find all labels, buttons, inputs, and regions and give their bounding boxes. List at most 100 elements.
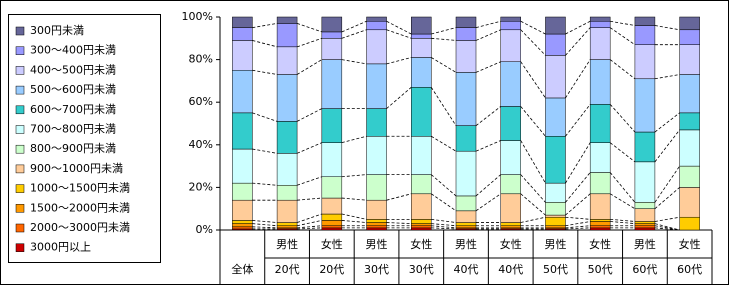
bar-segment	[276, 121, 298, 154]
bar-segment	[366, 227, 387, 231]
connector-line	[252, 223, 278, 227]
connector-line	[386, 86, 412, 109]
bar-segment	[276, 185, 298, 201]
connector-line	[431, 227, 457, 230]
bar-segment	[321, 108, 343, 143]
bar-segment	[634, 161, 656, 203]
x-tick-label: 60代	[632, 263, 657, 276]
connector-line	[520, 216, 546, 223]
connector-line	[296, 37, 322, 48]
bar-segment	[634, 78, 656, 133]
x-tick-label: 20代	[319, 263, 344, 276]
connector-line	[252, 112, 278, 122]
connector-line	[654, 112, 680, 133]
x-tick-label: 男性	[634, 237, 656, 251]
y-tick-label: 20%	[189, 180, 213, 193]
legend-label: 300円未満	[30, 24, 84, 37]
connector-line	[341, 213, 367, 220]
connector-line	[341, 197, 367, 201]
bar-segment	[500, 225, 521, 229]
legend-label: 2000～3000円未満	[30, 221, 130, 234]
connector-line	[609, 27, 636, 46]
bar-segment	[276, 153, 298, 186]
bar-segment	[589, 21, 611, 28]
bar-segment	[321, 225, 343, 229]
connector-line	[431, 225, 457, 229]
bar-segment	[411, 16, 432, 35]
x-tick-label: 女性	[589, 237, 611, 251]
bar-segment	[411, 227, 432, 231]
connector-line	[610, 20, 635, 26]
bar-segment	[411, 174, 432, 195]
connector-line	[431, 223, 457, 227]
bar-segment	[232, 16, 253, 28]
bar-segment	[589, 59, 611, 105]
connector-line	[431, 218, 457, 223]
bar-segment	[679, 16, 700, 31]
bar-segment	[545, 33, 566, 56]
bar-segment	[232, 112, 253, 150]
connector-line	[565, 221, 591, 227]
bar-segment	[366, 222, 387, 226]
x-tick-label: 男性	[366, 237, 388, 251]
legend-swatch	[15, 184, 25, 193]
x-tick-label: 女性	[500, 237, 522, 251]
y-tick-label: 100%	[182, 10, 213, 23]
x-tick-label: 30代	[364, 263, 389, 276]
connector-line	[475, 61, 501, 73]
bar-segment	[589, 172, 611, 195]
connector-line	[610, 221, 635, 225]
y-tick-label: 0%	[196, 223, 213, 236]
legend-swatch	[15, 26, 25, 36]
x-tick-label: 20代	[275, 263, 300, 276]
connector-line	[341, 29, 367, 39]
connector-line	[565, 27, 591, 56]
bar-segment	[321, 220, 343, 226]
bar-segment	[455, 210, 477, 223]
connector-line	[431, 37, 457, 41]
legend-swatch	[15, 125, 25, 134]
connector-line	[252, 22, 278, 29]
bar-segment	[276, 16, 298, 24]
x-tick-label: 女性	[410, 237, 432, 251]
connector-line	[475, 20, 501, 29]
bar-segment	[366, 225, 387, 229]
connector-line	[252, 148, 278, 154]
legend-swatch	[15, 164, 25, 174]
bar-segment	[321, 142, 343, 177]
bar-segment	[321, 176, 343, 199]
bar-segment	[634, 44, 656, 80]
bar-segment	[232, 220, 253, 224]
bar-segment	[500, 193, 521, 223]
bar-segment	[411, 33, 432, 39]
bar-segment	[500, 140, 521, 175]
x-tick-label: 50代	[543, 263, 568, 276]
x-tick-label: 全体	[231, 262, 253, 276]
legend-swatch	[15, 144, 25, 154]
bar-segment	[232, 223, 253, 228]
bar-segment	[321, 16, 343, 33]
bar-segment	[276, 199, 298, 223]
bar-segment	[634, 223, 656, 226]
bar-segment	[589, 142, 611, 173]
connector-line	[386, 29, 412, 39]
bar-segment	[455, 195, 477, 212]
bar-segment	[679, 129, 700, 167]
connector-line	[297, 227, 322, 230]
legend-label: 700～800円未満	[30, 123, 116, 136]
bar-segment	[500, 174, 521, 195]
connector-line	[296, 176, 322, 186]
bar-segment	[500, 21, 521, 31]
connector-line	[565, 142, 591, 184]
bar-segment	[589, 27, 611, 60]
legend-label: 600～700円未満	[30, 103, 116, 116]
bar-segment	[321, 227, 343, 231]
bar-segment	[679, 29, 700, 45]
bar-segment	[366, 29, 387, 65]
bar-segment	[411, 219, 432, 224]
bar-segment	[500, 16, 521, 22]
bar-segment	[232, 27, 253, 41]
connector-line	[654, 187, 680, 210]
bar-segment	[411, 38, 432, 58]
